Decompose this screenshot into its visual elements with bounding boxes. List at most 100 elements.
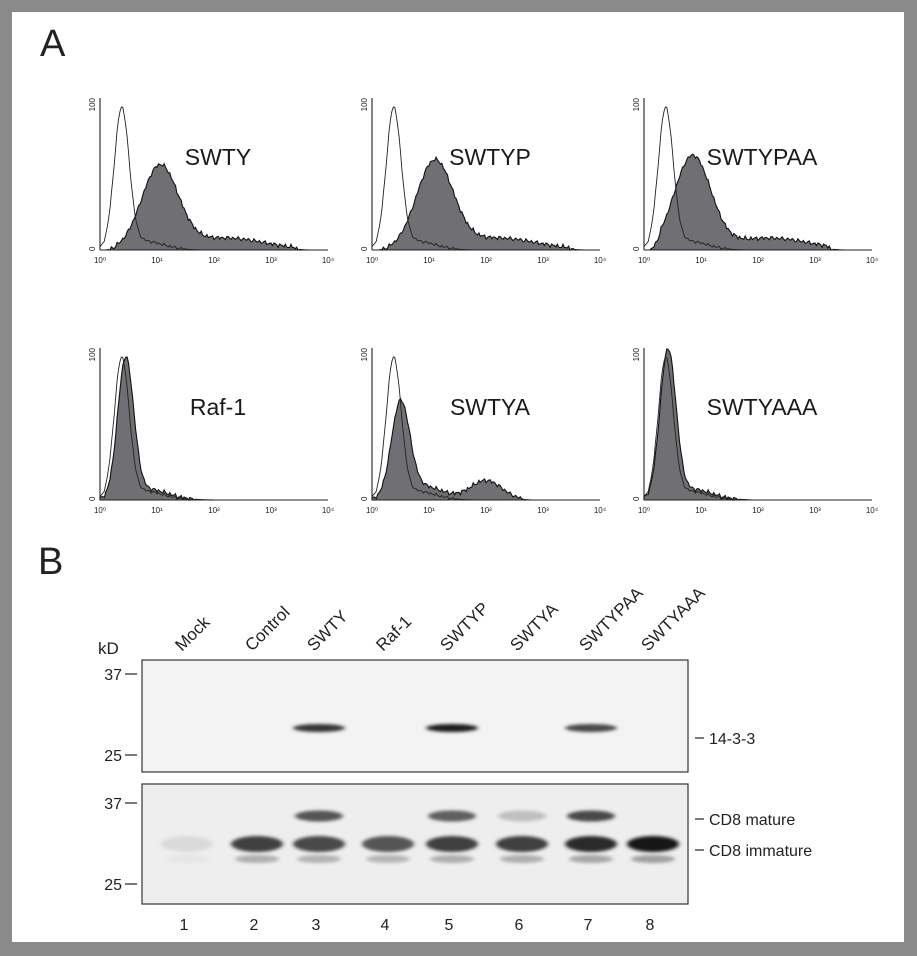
x-tick-label: 10¹ bbox=[423, 506, 435, 515]
band-cd8-mature-lane-3 bbox=[295, 810, 343, 822]
y-tick-min: 0 bbox=[88, 246, 97, 251]
lane-label-raf-1: Raf-1 bbox=[372, 612, 415, 655]
panel-b-label: B bbox=[38, 541, 63, 583]
lane-numbers: 1 2 3 4 5 6 7 8 bbox=[180, 917, 655, 934]
histogram-swty: 100 0 10⁰ 10¹ 10² 10³ 10⁴ SWTY bbox=[88, 97, 335, 265]
marker-bottom-25: 25 bbox=[104, 877, 122, 894]
x-tick-label: 10³ bbox=[265, 256, 277, 265]
marker-top-37: 37 bbox=[104, 667, 122, 684]
band-cd8-mature-lane-6 bbox=[498, 810, 546, 822]
blot-top-frame bbox=[141, 659, 689, 773]
band-cd8-mature-lane-7 bbox=[567, 810, 615, 822]
band-cd8-immature-lane-5 bbox=[426, 836, 478, 852]
band-cd8-mature-lane-5 bbox=[428, 810, 476, 822]
lane-label-swtyaaa: SWTYAAA bbox=[637, 583, 709, 655]
histogram-title: SWTYA bbox=[450, 394, 531, 420]
kd-label: kD bbox=[98, 639, 119, 658]
lane-number: 5 bbox=[445, 917, 454, 934]
histogram-swtyaaa: 100 0 10⁰ 10¹ 10² 10³ 10⁴ SWTYAAA bbox=[632, 347, 879, 515]
lane-number: 3 bbox=[312, 917, 321, 934]
band-cd8-immature-lane-4 bbox=[362, 836, 414, 852]
band-cd8-lower-lane-5 bbox=[430, 855, 474, 863]
sample-histogram bbox=[372, 155, 600, 251]
sample-histogram bbox=[643, 348, 872, 501]
y-tick-min: 0 bbox=[88, 496, 97, 501]
band-cd8-lower-lane-4 bbox=[366, 855, 410, 863]
x-tick-label: 10⁴ bbox=[866, 506, 879, 515]
y-tick-max: 100 bbox=[632, 347, 641, 361]
x-tick-label: 10⁰ bbox=[638, 506, 650, 515]
x-tick-label: 10⁴ bbox=[866, 256, 879, 265]
histogram-title: SWTYAAA bbox=[707, 394, 818, 420]
x-tick-label: 10⁴ bbox=[322, 256, 335, 265]
band-14-3-3-lane-7 bbox=[565, 724, 617, 732]
x-tick-label: 10² bbox=[752, 256, 764, 265]
y-tick-max: 100 bbox=[88, 97, 97, 111]
x-tick-label: 10³ bbox=[537, 506, 549, 515]
band-cd8-immature-lane-8 bbox=[627, 836, 679, 852]
x-tick-label: 10⁰ bbox=[366, 256, 378, 265]
y-tick-min: 0 bbox=[632, 496, 641, 501]
histogram-swtya: 100 0 10⁰ 10¹ 10² 10³ 10⁴ SWTYA bbox=[360, 347, 607, 515]
band-cd8-lower-lane-3 bbox=[297, 855, 341, 863]
lane-labels: Mock Control SWTY Raf-1 SWTYP SWTYA SWTYPAASWT… bbox=[171, 583, 709, 655]
histogram-title: SWTYPAA bbox=[707, 144, 818, 170]
x-tick-label: 10³ bbox=[537, 256, 549, 265]
lane-number: 7 bbox=[584, 917, 593, 934]
x-tick-label: 10² bbox=[480, 506, 492, 515]
lane-number: 4 bbox=[381, 917, 390, 934]
lane-number: 6 bbox=[515, 917, 524, 934]
y-tick-min: 0 bbox=[632, 246, 641, 251]
cd8-immature-label: CD8 immature bbox=[709, 843, 812, 860]
histogram-raf-1: 100 0 10⁰ 10¹ 10² 10³ 10⁴ Raf-1 bbox=[88, 347, 335, 515]
lane-number: 2 bbox=[250, 917, 259, 934]
cd8-mature-label: CD8 mature bbox=[709, 812, 795, 829]
x-tick-label: 10¹ bbox=[151, 256, 163, 265]
marker-bottom-37: 37 bbox=[104, 796, 122, 813]
band-cd8-lower-lane-2 bbox=[235, 855, 279, 863]
histogram-title: Raf-1 bbox=[190, 394, 246, 420]
lane-number: 1 bbox=[180, 917, 189, 934]
lane-label-swty: SWTY bbox=[303, 607, 351, 655]
band-cd8-immature-lane-2 bbox=[231, 836, 283, 852]
band-14-3-3-lane-5 bbox=[426, 724, 478, 732]
band-cd8-immature-lane-6 bbox=[496, 836, 548, 852]
x-tick-label: 10⁰ bbox=[366, 506, 378, 515]
band-14-3-3-lane-3 bbox=[293, 724, 345, 732]
lane-label-swtya: SWTYA bbox=[506, 599, 562, 655]
marker-top-25: 25 bbox=[104, 748, 122, 765]
sample-histogram bbox=[100, 162, 328, 251]
x-tick-label: 10¹ bbox=[695, 506, 707, 515]
lane-label-mock: Mock bbox=[171, 612, 214, 655]
y-tick-min: 0 bbox=[360, 246, 369, 251]
figure: A 100 0 10⁰ 10¹ 10² 10³ 10⁴ SWTY 100 0 10⁰ 10¹ 10² 10… bbox=[12, 12, 904, 942]
y-tick-max: 100 bbox=[360, 97, 369, 111]
x-tick-label: 10² bbox=[480, 256, 492, 265]
band-cd8-immature-lane-1 bbox=[161, 836, 213, 852]
lane-label-swtypaa: SWTYPAA bbox=[575, 583, 647, 655]
x-tick-label: 10⁰ bbox=[94, 256, 106, 265]
band-cd8-lower-lane-7 bbox=[569, 855, 613, 863]
x-tick-label: 10³ bbox=[809, 256, 821, 265]
histogram-swtypaa: 100 0 10⁰ 10¹ 10² 10³ 10⁴ SWTYPAA bbox=[632, 97, 879, 265]
lane-label-swtyp: SWTYP bbox=[436, 599, 492, 655]
blot-cd8 bbox=[141, 783, 689, 905]
band-cd8-lower-lane-1 bbox=[165, 855, 209, 863]
band-cd8-immature-lane-3 bbox=[293, 836, 345, 852]
x-tick-label: 10⁴ bbox=[594, 506, 607, 515]
band-cd8-lower-lane-6 bbox=[500, 855, 544, 863]
blot-14-3-3 bbox=[141, 659, 689, 773]
sample-histogram bbox=[99, 356, 328, 501]
y-tick-max: 100 bbox=[360, 347, 369, 361]
band-cd8-immature-lane-7 bbox=[565, 836, 617, 852]
y-tick-max: 100 bbox=[632, 97, 641, 111]
x-tick-label: 10⁴ bbox=[594, 256, 607, 265]
y-tick-min: 0 bbox=[360, 496, 369, 501]
lane-label-control: Control bbox=[241, 603, 293, 655]
histogram-title: SWTYP bbox=[449, 144, 531, 170]
x-tick-label: 10¹ bbox=[151, 506, 163, 515]
x-tick-label: 10⁰ bbox=[638, 256, 650, 265]
lane-number: 8 bbox=[646, 917, 655, 934]
x-tick-label: 10¹ bbox=[423, 256, 435, 265]
